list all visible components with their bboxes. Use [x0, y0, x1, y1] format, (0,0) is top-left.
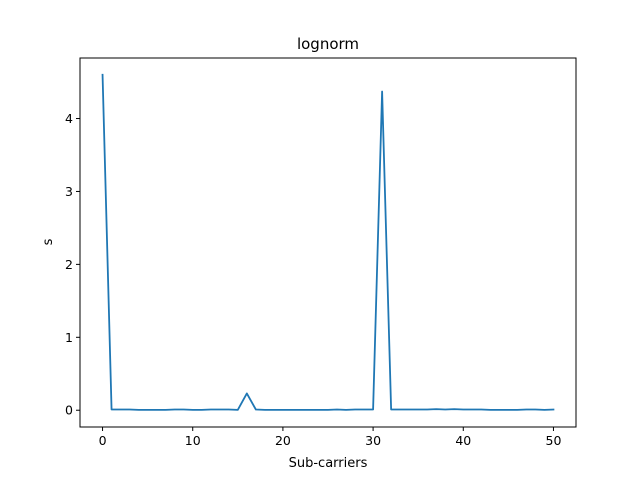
x-tick-label: 30: [365, 433, 381, 448]
x-tick-label: 10: [185, 433, 201, 448]
x-tick-label: 40: [455, 433, 471, 448]
y-tick-label: 0: [65, 403, 73, 418]
y-tick-label: 4: [65, 111, 73, 126]
x-tick-label: 50: [546, 433, 562, 448]
series-line: [101, 73, 555, 411]
chart-title: lognorm: [297, 35, 359, 53]
plot-marks: [101, 73, 555, 411]
plot-frame: [79, 57, 577, 428]
y-tick-label: 2: [65, 257, 73, 272]
x-tick-label: 0: [99, 433, 107, 448]
y-tick-label: 3: [65, 184, 73, 199]
x-axis-label: Sub-carriers: [289, 456, 368, 471]
y-tick-label: 1: [65, 330, 73, 345]
x-axis-ticks: 0 10 20 30 40 50: [99, 427, 562, 448]
x-tick-label: 20: [275, 433, 291, 448]
y-axis-ticks: 0 1 2 3 4: [65, 111, 80, 418]
y-axis-label: s: [41, 238, 56, 245]
